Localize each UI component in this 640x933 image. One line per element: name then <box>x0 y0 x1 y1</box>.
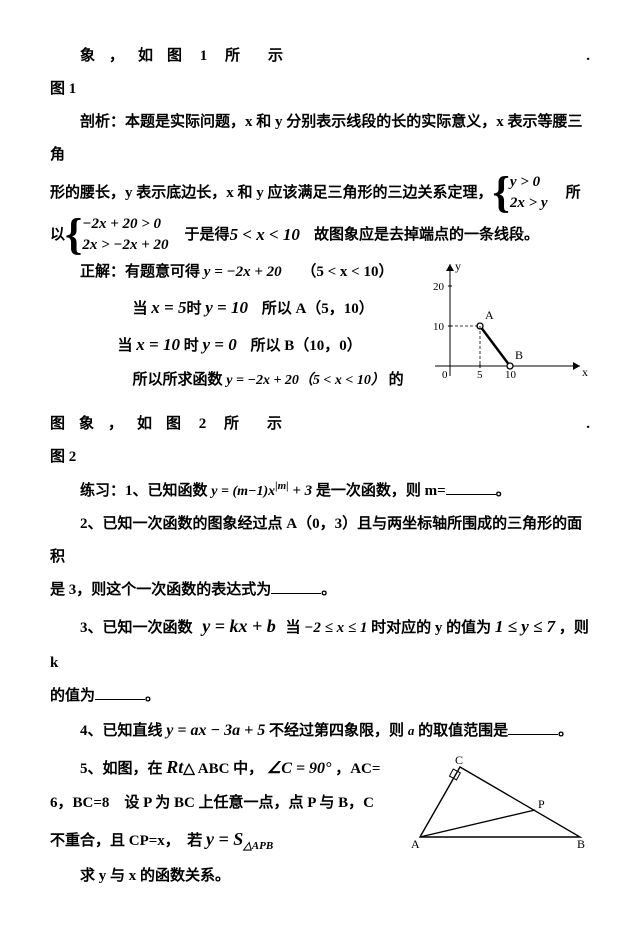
svg-text:y: y <box>455 259 461 273</box>
blank-4 <box>508 719 558 735</box>
svg-text:20: 20 <box>433 281 445 293</box>
sol-dom1: （5 < x < 10） <box>301 264 393 280</box>
sol-eq1: y = −2x + 20 <box>204 264 282 280</box>
svg-text:A: A <box>411 837 420 851</box>
p3dom: −2 ≤ x ≤ 1 <box>304 620 367 636</box>
shi-1: 时 <box>186 301 201 317</box>
condition-brace-2: { −2x + 20 > 0 2x > −2x + 20 <box>65 214 169 256</box>
svg-text:C: C <box>455 753 463 767</box>
svg-text:10: 10 <box>505 369 517 381</box>
when-pre-1: 当 <box>133 301 148 317</box>
sol-line5-pre: 图象，如图 <box>50 416 195 432</box>
svg-text:5: 5 <box>477 369 483 381</box>
analysis-mid2: 于是得 <box>185 219 230 252</box>
p4d: 。 <box>558 723 573 739</box>
condition-brace-1: { y > 0 2x > y <box>493 172 548 214</box>
analysis-pre2: 以 <box>50 219 65 252</box>
p1eq: y = (m−1)x <box>211 484 275 499</box>
analysis-prefix: 剖析： <box>80 114 125 130</box>
y0: y = 0 <box>202 335 236 354</box>
x10: x = 10 <box>136 335 180 354</box>
solution-prefix: 正解： <box>80 264 125 280</box>
p3b: 当 <box>286 620 301 636</box>
p5e: 不重合，且 CP=x， 若 <box>50 833 202 849</box>
p2a: 2、已知一次函数的图象经过点 A（0，3）且与两坐标轴所围成的三角形的面积 <box>50 516 582 565</box>
p4c: 的取值范围是 <box>418 723 508 739</box>
sol-line5-post: 所示 <box>224 416 310 432</box>
blank-3 <box>95 684 145 700</box>
p3f: 。 <box>145 688 160 704</box>
p3c: 时对应的 y 的值为 <box>371 620 491 636</box>
blank-1 <box>446 479 496 495</box>
when-pre-2: 当 <box>118 338 133 354</box>
analysis-t2: 形的腰长，y 表示底边长，x 和 y 应该满足三角形的三边关系定理， <box>50 177 493 210</box>
analysis-post1: 所 <box>566 177 581 210</box>
sol-line4a: 所以所求函数 <box>133 372 223 388</box>
figure-1-label: 图 1 <box>50 73 590 106</box>
p1exp: |m| <box>275 480 288 492</box>
p5d: 6，BC=8 设 P 为 BC 上任意一点，点 P 与 B，C <box>50 795 374 811</box>
graph-figure: 0 5 10 10 20 x y A B <box>415 256 590 404</box>
figure-2-label: 图 2 <box>50 441 590 474</box>
triangle-figure: A B C P <box>405 752 590 865</box>
p1d: 。 <box>496 483 511 499</box>
so-b: 所以 B（10，0） <box>250 338 361 354</box>
y10: y = 10 <box>205 298 248 317</box>
x5: x = 5 <box>151 298 186 317</box>
sol-line1a: 有题意可得 <box>125 264 200 280</box>
p2b: 是 3，则这个一次函数的表达式为 <box>50 582 271 598</box>
p1c: 是一次函数，则 m= <box>316 483 446 499</box>
p4eq: y = ax − 3a + 5 <box>166 722 265 739</box>
svg-text:x: x <box>582 365 588 379</box>
sol-line5-num: 2 <box>199 416 221 432</box>
shi-2: 时 <box>184 338 199 354</box>
svg-text:10: 10 <box>433 321 445 333</box>
p1b: + 3 <box>289 483 313 499</box>
svg-text:B: B <box>577 837 585 851</box>
p3eq: y = kx + b <box>202 616 276 636</box>
so-a: 所以 A（5，10） <box>262 301 374 317</box>
p1a: 1、已知函数 <box>125 483 208 499</box>
p5rt: Rt <box>166 757 183 777</box>
svg-text:0: 0 <box>442 369 448 381</box>
p5c: ，AC= <box>335 761 380 777</box>
top-line1-post: 所示 <box>225 48 311 64</box>
analysis-t1: 本题是实际问题，x 和 y 分别表示线段的长的实际意义，x 表示等腰三角 <box>50 114 583 163</box>
p5a: 5、如图，在 <box>80 761 163 777</box>
svg-text:B: B <box>515 348 523 362</box>
sol-line4b: 的 <box>389 372 404 388</box>
analysis-range: 5 < x < 10 <box>230 216 300 253</box>
svg-text:P: P <box>538 797 545 811</box>
sol-eq2: y = −2x + 20（5 < x < 10） <box>226 373 385 388</box>
practice-head: 练习： <box>80 483 125 499</box>
p5sub: △APB <box>243 840 273 852</box>
p2c: 。 <box>321 582 336 598</box>
analysis-tail2: 故图象应是去掉端点的一条线段。 <box>314 219 539 252</box>
p4b: 不经过第四象限，则 <box>269 723 404 739</box>
p3a: 3、已知一次函数 <box>80 620 193 636</box>
p5b: △ ABC 中， <box>183 761 263 777</box>
p5eq: y = S <box>206 829 243 849</box>
p3rng: 1 ≤ y ≤ 7 <box>495 617 555 636</box>
p5ang: ∠C = 90° <box>267 760 332 777</box>
svg-text:A: A <box>485 308 494 322</box>
p5f: 求 y 与 x 的函数关系。 <box>80 868 230 884</box>
p4a: 4、已知直线 <box>80 723 163 739</box>
p3e: 的值为 <box>50 688 95 704</box>
top-line1-num: 1 <box>200 48 222 64</box>
blank-2 <box>271 578 321 594</box>
top-line1-pre: 象，如图 <box>80 48 196 64</box>
